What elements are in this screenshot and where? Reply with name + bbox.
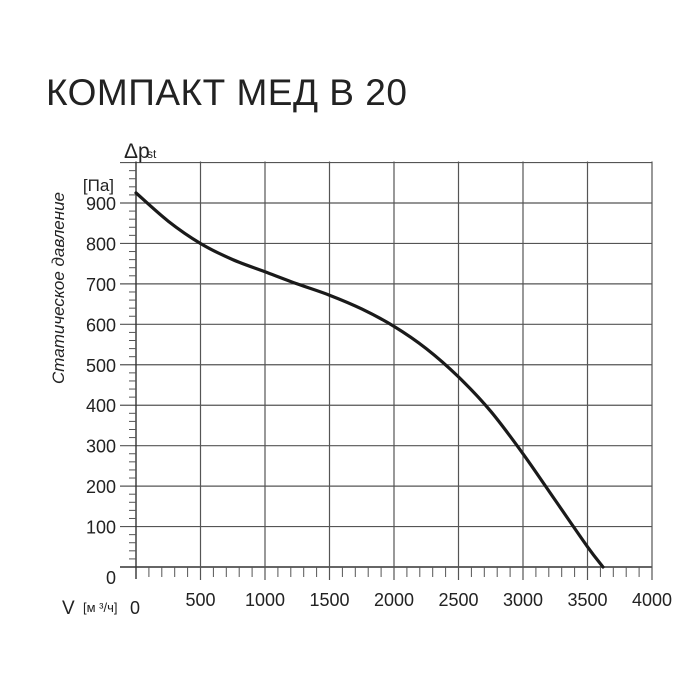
chart-title: КОМПАКТ МЕД В 20 xyxy=(46,72,408,113)
x-tick-label: 2500 xyxy=(438,590,478,610)
x-tick-label: 0 xyxy=(130,598,140,618)
y-tick-label: 0 xyxy=(106,568,116,588)
y-tick-label: 100 xyxy=(86,518,116,538)
y-axis-subscript: st xyxy=(147,147,157,161)
x-tick-label: 3000 xyxy=(503,590,543,610)
y-axis-unit: [Па] xyxy=(83,176,114,195)
y-tick-label: 200 xyxy=(86,477,116,497)
x-axis-unit: [м ³/ч] xyxy=(83,600,118,615)
x-axis-symbol: V xyxy=(62,598,75,619)
y-tick-label: 600 xyxy=(86,315,116,335)
y-tick-label: 800 xyxy=(86,234,116,254)
x-tick-label: 4000 xyxy=(632,590,672,610)
x-tick-label: 1000 xyxy=(245,590,285,610)
y-tick-label: 700 xyxy=(86,275,116,295)
y-axis-label: Статическое давление xyxy=(49,192,68,384)
x-tick-label: 2000 xyxy=(374,590,414,610)
y-tick-label: 400 xyxy=(86,396,116,416)
x-tick-label: 1500 xyxy=(309,590,349,610)
x-tick-label: 3500 xyxy=(567,590,607,610)
x-tick-label: 500 xyxy=(185,590,215,610)
y-axis-symbol: Δp xyxy=(124,140,150,163)
y-tick-label: 300 xyxy=(86,437,116,457)
y-tick-label: 900 xyxy=(86,194,116,214)
series-line xyxy=(134,191,605,569)
y-tick-label: 500 xyxy=(86,356,116,376)
